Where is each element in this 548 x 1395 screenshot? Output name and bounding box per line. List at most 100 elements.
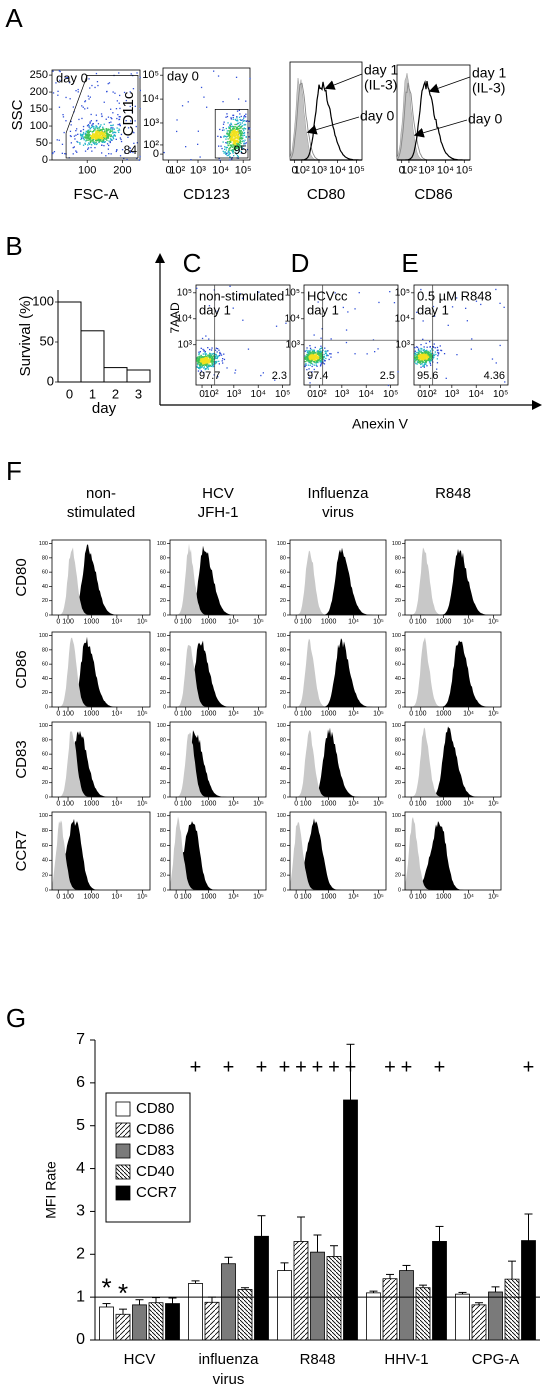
event-dot [106, 143, 109, 145]
event-dot [238, 138, 240, 141]
event-dot [69, 135, 72, 137]
event-dot [330, 353, 332, 355]
event-dot [236, 145, 238, 148]
event-dot [235, 150, 237, 152]
event-dot [77, 88, 79, 91]
y-tick-label: 0 [398, 887, 401, 893]
event-dot [318, 358, 320, 360]
event-dot [238, 146, 240, 148]
event-dot [97, 136, 99, 138]
event-dot [93, 127, 95, 129]
event-dot [211, 354, 213, 356]
event-dot [239, 124, 241, 126]
event-dot [198, 351, 200, 353]
x-tick-label: 10⁵ [253, 800, 264, 807]
event-dot [345, 329, 348, 331]
x-tick-label: 1000 [321, 800, 337, 807]
event-dot [306, 351, 308, 353]
event-dot [238, 150, 240, 152]
event-dot [82, 125, 85, 128]
event-dot [274, 379, 276, 381]
event-dot [91, 136, 93, 138]
event-dot [110, 117, 112, 119]
event-dot [236, 144, 238, 146]
event-dot [89, 96, 91, 98]
event-dot [211, 358, 213, 360]
event-dot [130, 73, 132, 75]
plot-frame [289, 539, 387, 616]
event-dot [81, 117, 83, 120]
event-dot [414, 359, 416, 361]
event-dot [428, 355, 430, 357]
event-dot [223, 129, 225, 131]
event-dot [345, 341, 348, 344]
event-dot [232, 133, 234, 135]
event-dot [426, 352, 428, 354]
significance-marker: + [190, 1056, 202, 1078]
x-tick-label: 10⁵ [456, 164, 473, 176]
event-dot [199, 351, 201, 353]
event-dot [227, 151, 229, 153]
event-dot [89, 122, 91, 124]
event-dot [93, 126, 95, 128]
event-dot [127, 136, 129, 138]
event-dot [432, 305, 435, 308]
event-dot [324, 347, 326, 349]
event-dot [234, 123, 236, 126]
event-dot [317, 361, 319, 363]
event-dot [436, 349, 438, 352]
event-dot [307, 354, 309, 356]
event-dot [96, 143, 98, 145]
event-dot [229, 152, 231, 155]
event-dot [315, 364, 317, 366]
event-dot [93, 129, 95, 131]
event-dot [84, 143, 86, 145]
histogram-control [52, 820, 150, 890]
x-tick-label: 1 [89, 386, 96, 401]
event-dot [113, 128, 115, 131]
histogram-control [170, 543, 266, 615]
row-label: CD83 [13, 740, 30, 778]
event-dot [94, 136, 96, 139]
event-dot [310, 353, 312, 355]
event-dot [202, 361, 204, 363]
x-tick-label: 10⁵ [348, 164, 365, 176]
event-dot [306, 347, 308, 349]
event-dot [129, 151, 132, 153]
event-dot [201, 364, 203, 366]
bar [521, 1240, 536, 1341]
event-dot [95, 136, 97, 139]
event-dot [312, 351, 314, 353]
event-dot [419, 357, 421, 360]
legend-label: CD80 [136, 1100, 174, 1117]
event-dot [100, 129, 102, 132]
event-dot [97, 138, 99, 141]
event-dot [212, 357, 214, 360]
event-dot [102, 141, 104, 143]
event-dot [82, 106, 84, 108]
event-dot [425, 360, 427, 363]
event-dot [205, 362, 207, 365]
bar [504, 1278, 520, 1341]
event-dot [101, 134, 103, 136]
event-dot [102, 141, 105, 143]
x-tick-label: 10⁴ [359, 389, 374, 400]
y-tick-label: 3 [76, 1203, 85, 1220]
event-dot [203, 372, 205, 374]
event-dot [65, 96, 67, 99]
event-dot [234, 134, 236, 136]
gate [65, 75, 139, 159]
event-dot [440, 349, 442, 351]
event-dot [236, 116, 238, 118]
event-dot [329, 353, 331, 355]
pointer [324, 73, 363, 90]
x-tick-label: 100 [62, 710, 74, 717]
event-dot [199, 364, 201, 366]
event-dot [215, 353, 217, 356]
event-dot [422, 320, 424, 322]
event-dot [424, 359, 426, 362]
event-dot [240, 123, 242, 125]
event-dot [94, 128, 96, 130]
event-dot [114, 131, 116, 133]
event-dot [210, 354, 212, 357]
